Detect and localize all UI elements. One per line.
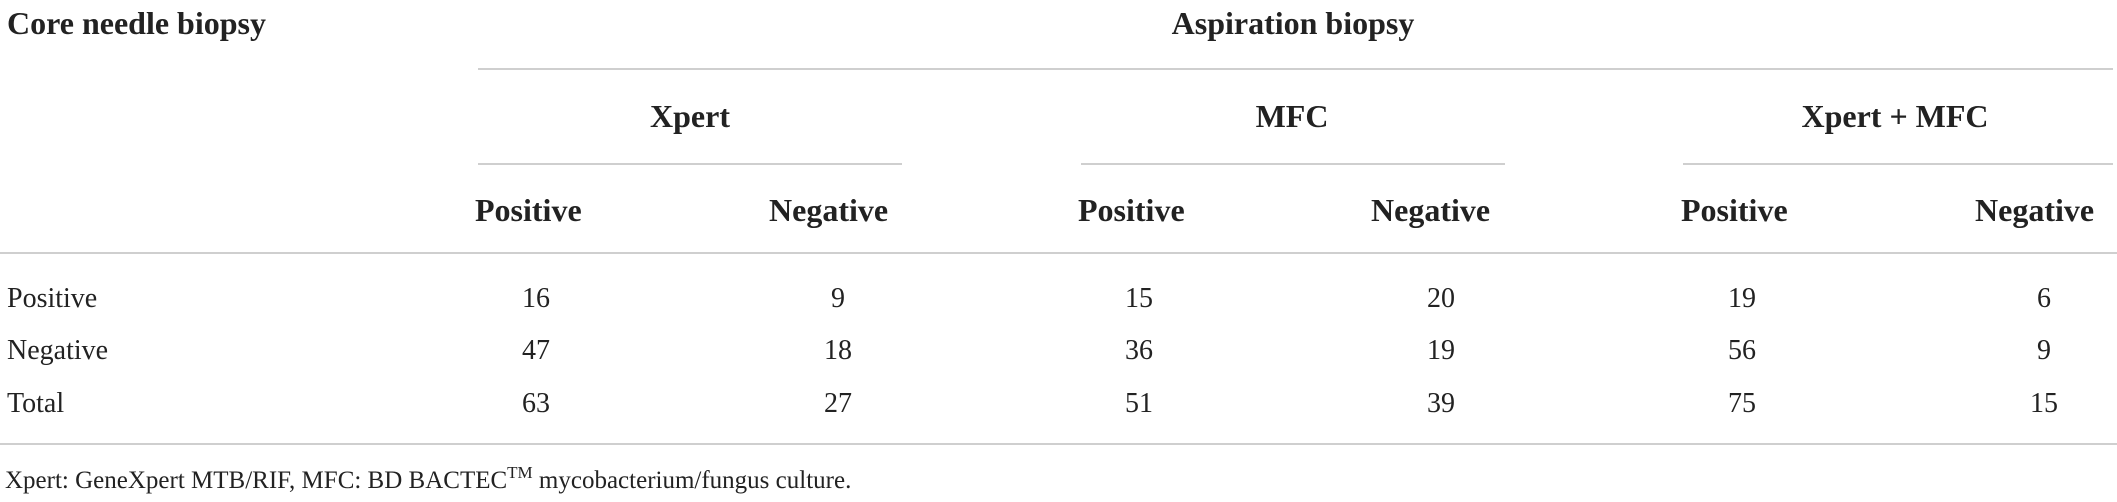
table-cell: 16 (522, 283, 550, 314)
row-label: Positive (7, 283, 98, 314)
group-header-aspiration: Aspiration biopsy (1171, 5, 1415, 41)
subheader-combined-negative: Negative (1975, 192, 2095, 228)
subheader-mfc-positive: Positive (1078, 192, 1185, 228)
subheader-mfc-negative: Negative (1371, 192, 1491, 228)
header-bottom-rule (0, 252, 2117, 254)
row-label: Negative (7, 335, 109, 366)
table-footnote: Xpert: GeneXpert MTB/RIF, MFC: BD BACTEC… (5, 463, 852, 497)
subheader-combined-positive: Positive (1681, 192, 1788, 228)
table-cell: 47 (522, 335, 550, 366)
table-bottom-rule (0, 443, 2117, 445)
table-cell: 9 (831, 283, 845, 314)
method-rule-mfc (1081, 163, 1505, 165)
table-cell: 18 (824, 335, 852, 366)
table-cell: 27 (824, 388, 852, 419)
table-cell: 19 (1728, 283, 1756, 314)
table-cell: 39 (1427, 388, 1455, 419)
table-cell: 6 (2037, 283, 2051, 314)
footnote-text-end: mycobacterium/fungus culture. (532, 467, 852, 494)
method-rule-xpert-mfc (1683, 163, 2113, 165)
table-cell: 36 (1125, 335, 1153, 366)
table-cell: 15 (1125, 283, 1153, 314)
footnote-text: Xpert: GeneXpert MTB/RIF, MFC: BD BACTEC (5, 467, 508, 494)
table-cell: 75 (1728, 388, 1756, 419)
method-header-mfc: MFC (1255, 98, 1329, 134)
method-header-xpert: Xpert (650, 98, 730, 134)
table-cell: 51 (1125, 388, 1153, 419)
method-rule-xpert (478, 163, 902, 165)
table-cell: 63 (522, 388, 550, 419)
table-cell: 20 (1427, 283, 1455, 314)
row-label: Total (7, 388, 65, 419)
table-cell: 9 (2037, 335, 2051, 366)
row-header-title: Core needle biopsy (7, 5, 266, 41)
table-cell: 19 (1427, 335, 1455, 366)
footnote-superscript: TM (507, 463, 533, 482)
table-cell: 15 (2030, 388, 2058, 419)
table-cell: 56 (1728, 335, 1756, 366)
method-header-xpert-mfc: Xpert + MFC (1801, 98, 1989, 134)
group-header-rule (478, 68, 2113, 70)
subheader-xpert-negative: Negative (769, 192, 889, 228)
subheader-xpert-positive: Positive (475, 192, 582, 228)
